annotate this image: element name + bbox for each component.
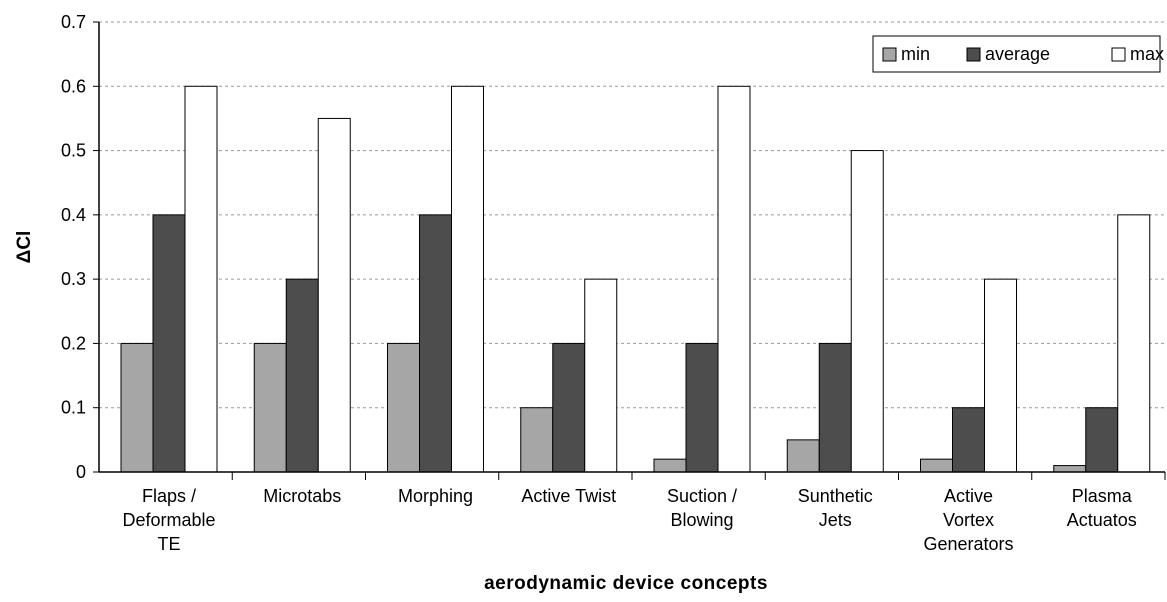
legend-swatch-max	[1111, 47, 1126, 62]
bar-min	[786, 439, 820, 473]
x-tick-label: Active Vortex Generators	[923, 486, 1013, 554]
legend-swatch-min	[882, 47, 897, 62]
bar-average	[552, 342, 586, 473]
y-tick-label: 0.4	[61, 205, 86, 225]
x-tick-label: Suction / Blowing	[667, 486, 737, 530]
x-tick-label: Morphing	[398, 486, 473, 506]
y-tick-label: 0.6	[61, 76, 86, 96]
axes	[93, 21, 1166, 480]
bar-max	[584, 278, 618, 473]
bar-max	[717, 85, 751, 473]
legend-swatch-average	[966, 47, 981, 62]
bar-min	[1053, 465, 1087, 473]
x-axis-label: aerodynamic device concepts	[484, 573, 768, 594]
legend-label-min: min	[901, 44, 930, 64]
x-tick-label: Flaps / Deformable TE	[122, 486, 215, 554]
bar-average	[818, 342, 852, 473]
bar-max	[850, 150, 884, 473]
bar-max	[984, 278, 1017, 473]
y-tick-label: 0	[76, 462, 86, 482]
x-tick-label: Active Twist	[521, 486, 616, 506]
bar-average	[685, 342, 719, 473]
bar-max	[317, 117, 351, 473]
bar-min	[653, 458, 687, 473]
bar-max	[184, 85, 218, 473]
legend-label-average: average	[985, 44, 1050, 64]
bar-average	[1085, 407, 1119, 473]
y-tick-label: 0.2	[61, 333, 86, 353]
y-tick-label: 0.7	[61, 12, 86, 32]
bar-min	[520, 407, 554, 473]
x-tick-label: Plasma Actuatos	[1067, 486, 1137, 530]
bar-average	[285, 278, 319, 473]
bar-average	[419, 214, 452, 473]
bar-average	[952, 407, 985, 473]
bar-max	[451, 85, 484, 473]
legend: min average max	[872, 35, 1164, 73]
y-tick-label: 0.1	[61, 398, 86, 418]
bar-min	[387, 342, 420, 473]
x-tick-labels: Flaps / Deformable TE Microtabs Morphing Acti…	[122, 486, 1136, 554]
bars	[120, 85, 1151, 473]
y-tick-label: 0.3	[61, 269, 86, 289]
bar-min	[920, 458, 953, 473]
legend-label-max: max	[1130, 44, 1164, 64]
y-axis-label: ΔCl	[14, 231, 35, 264]
y-tick-labels: 0 0.1 0.2 0.3 0.4 0.5 0.6 0.7	[61, 12, 86, 482]
bar-min	[253, 342, 287, 473]
y-tick-label: 0.5	[61, 141, 86, 161]
bar-average	[152, 214, 186, 473]
bar-max	[1117, 214, 1151, 473]
x-tick-label: Sunthetic Jets	[798, 486, 873, 530]
bar-min	[120, 342, 154, 473]
x-tick-label: Microtabs	[263, 486, 341, 506]
